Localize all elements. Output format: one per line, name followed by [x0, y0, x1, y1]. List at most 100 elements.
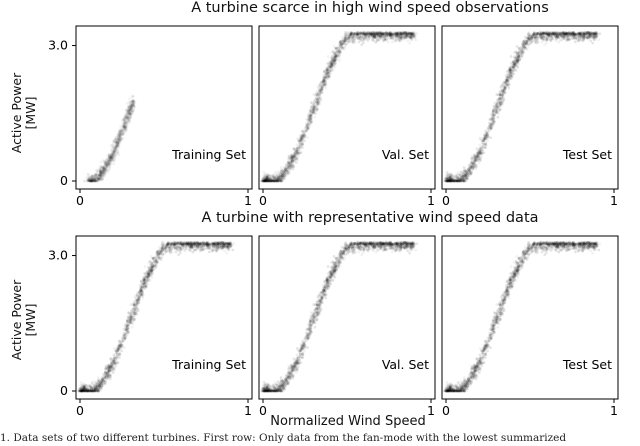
- data-point: [400, 34, 404, 38]
- data-point: [102, 170, 106, 173]
- data-point: [127, 112, 131, 116]
- data-point: [115, 139, 119, 142]
- data-point: [324, 80, 328, 84]
- data-point: [105, 161, 108, 165]
- data-point: [99, 173, 103, 176]
- data-point: [351, 36, 355, 40]
- data-point: [102, 174, 106, 178]
- data-point: [89, 178, 93, 182]
- data-point: [95, 178, 99, 182]
- data-point: [109, 158, 113, 162]
- data-point: [112, 153, 116, 157]
- data-point: [298, 141, 302, 145]
- data-point: [298, 151, 301, 155]
- data-point: [98, 170, 102, 174]
- data-point: [117, 130, 121, 134]
- data-point: [102, 165, 105, 169]
- data-point: [371, 36, 375, 40]
- data-point: [114, 149, 117, 153]
- data-point: [328, 64, 332, 68]
- data-point: [345, 32, 349, 36]
- data-point: [372, 39, 375, 42]
- data-point: [88, 179, 92, 183]
- data-point: [108, 155, 111, 159]
- data-point: [104, 167, 108, 171]
- data-point: [283, 168, 287, 172]
- data-point: [105, 164, 109, 167]
- row1-title: A turbine scarce in high wind speed obse…: [191, 0, 549, 16]
- data-point: [132, 102, 136, 106]
- data-point: [100, 169, 103, 173]
- data-point: [385, 34, 389, 38]
- data-point: [97, 177, 101, 180]
- data-point: [131, 101, 135, 105]
- data-point: [118, 135, 122, 139]
- data-point: [301, 142, 305, 146]
- data-point: [101, 172, 105, 175]
- data-point: [109, 156, 113, 159]
- data-point: [132, 104, 136, 108]
- data-point: [389, 36, 393, 40]
- data-point: [106, 159, 110, 163]
- data-point: [132, 101, 136, 105]
- data-point: [118, 140, 121, 144]
- data-point: [347, 40, 351, 44]
- data-point: [118, 134, 122, 138]
- data-point: [121, 136, 125, 140]
- data-point: [116, 148, 120, 152]
- data-point: [377, 38, 381, 42]
- data-point: [108, 154, 112, 158]
- data-point: [398, 39, 402, 43]
- data-point: [316, 92, 320, 95]
- data-point: [321, 80, 324, 84]
- row2-title: A turbine with representative wind speed…: [201, 210, 539, 226]
- data-point: [112, 155, 116, 159]
- data-point: [110, 155, 113, 159]
- data-point: [102, 168, 106, 172]
- data-point: [287, 161, 290, 165]
- data-point: [118, 136, 121, 140]
- data-point: [364, 36, 368, 40]
- data-point: [343, 33, 347, 37]
- data-point: [104, 160, 108, 164]
- data-point: [111, 154, 115, 158]
- data-point: [478, 143, 482, 147]
- data-point: [125, 108, 129, 112]
- data-point: [333, 55, 337, 59]
- data-point: [124, 130, 127, 134]
- data-point: [113, 147, 117, 151]
- data-point: [109, 164, 112, 167]
- data-point: [98, 169, 102, 172]
- data-point: [110, 156, 114, 159]
- data-point: [104, 162, 107, 165]
- data-point: [122, 118, 125, 122]
- data-point: [133, 100, 137, 104]
- data-point: [348, 33, 352, 37]
- data-point: [91, 179, 95, 183]
- data-point: [122, 118, 126, 121]
- data-point: [126, 107, 130, 110]
- data-point: [331, 49, 335, 53]
- data-point: [121, 124, 125, 128]
- data-point: [123, 116, 127, 120]
- data-point: [361, 41, 365, 45]
- data-point: [107, 163, 110, 167]
- data-point: [125, 117, 129, 121]
- data-point: [123, 125, 126, 128]
- data-point: [117, 135, 120, 139]
- data-point: [323, 75, 327, 79]
- data-point: [493, 101, 496, 105]
- data-point: [123, 126, 127, 129]
- data-point: [352, 40, 355, 44]
- data-point: [98, 171, 102, 175]
- data-point: [338, 51, 342, 55]
- data-point: [127, 118, 131, 121]
- data-point: [88, 175, 92, 179]
- data-point: [87, 179, 91, 183]
- data-point: [336, 54, 340, 58]
- data-point: [112, 139, 115, 143]
- data-point: [374, 33, 378, 37]
- data-point: [90, 178, 94, 182]
- data-point: [264, 178, 268, 182]
